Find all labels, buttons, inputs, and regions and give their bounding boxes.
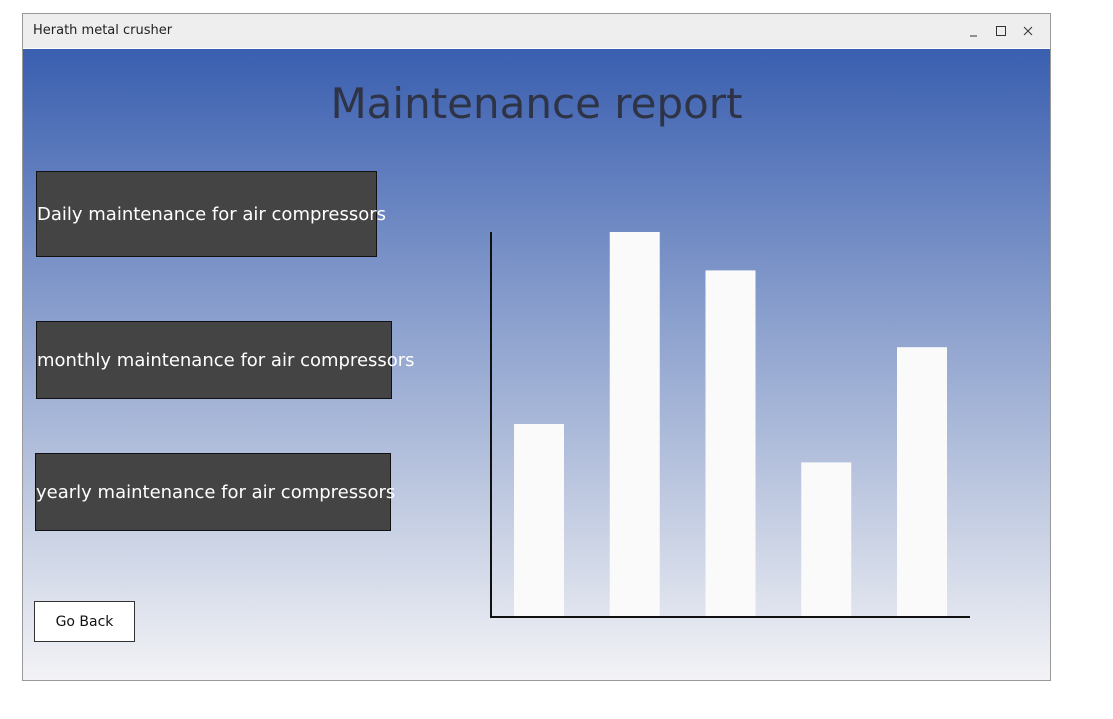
close[interactable] (1023, 26, 1033, 36)
button[interactable]: monthly maintenance for air compressors (36, 321, 415, 399)
bar (801, 462, 852, 616)
window-controls (970, 26, 1033, 37)
chart (490, 232, 970, 618)
bar (705, 270, 756, 616)
go-back-button[interactable]: Go Back (34, 601, 135, 642)
bar (609, 232, 660, 616)
window-title: Herath metal crusher (33, 23, 173, 38)
content: Maintenance report Daily maintenance for… (23, 49, 1050, 680)
button[interactable]: Daily maintenance for air compressors (36, 171, 386, 257)
bar (897, 347, 947, 616)
window: Herath metal crusher Maintenance report … (22, 13, 1051, 681)
page-title: Maintenance report (330, 79, 743, 128)
button[interactable]: yearly maintenance for air compressors (35, 453, 395, 531)
maximize[interactable] (996, 26, 1006, 36)
title-bar: Herath metal crusher (23, 14, 1050, 48)
bar (514, 424, 564, 616)
